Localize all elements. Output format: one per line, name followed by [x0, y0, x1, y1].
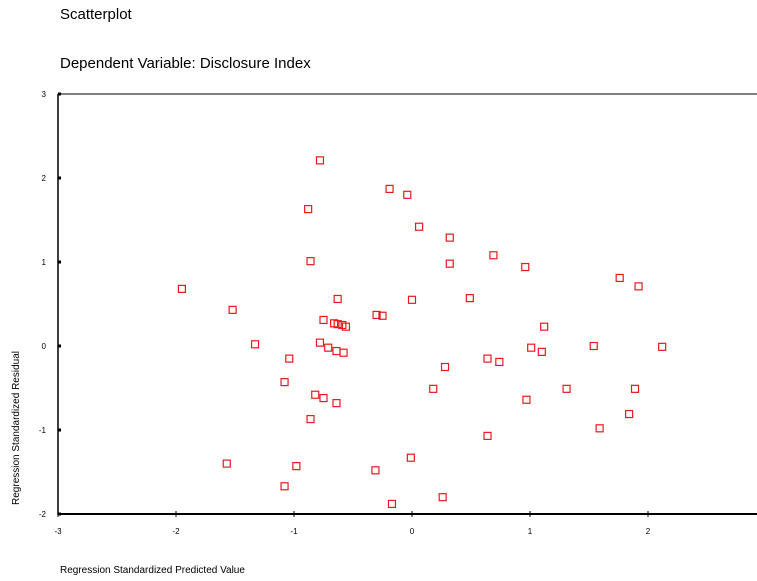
point: [635, 283, 642, 290]
point: [523, 396, 530, 403]
x-axis-label: Regression Standardized Predicted Value: [60, 565, 245, 576]
y-tick-mark: [58, 177, 61, 180]
chart-subtitle: Dependent Variable: Disclosure Index: [60, 55, 311, 72]
point: [522, 264, 529, 271]
point: [484, 355, 491, 362]
y-tick-label: -2: [39, 510, 47, 519]
x-tick-label: 1: [528, 527, 533, 536]
point: [442, 364, 449, 371]
point: [281, 483, 288, 490]
point: [404, 191, 411, 198]
point: [590, 343, 597, 350]
x-tick-label: -2: [172, 527, 180, 536]
y-tick-mark: [58, 261, 61, 264]
point: [484, 432, 491, 439]
point: [305, 206, 312, 213]
point: [632, 385, 639, 392]
point: [416, 223, 423, 230]
point: [281, 379, 288, 386]
point: [409, 296, 416, 303]
point: [340, 349, 347, 356]
point: [316, 339, 323, 346]
chart: Scatterplot Dependent Variable: Disclosu…: [0, 0, 757, 581]
y-tick-label: 3: [42, 90, 47, 99]
point: [388, 500, 395, 507]
x-tick-label: -3: [54, 527, 62, 536]
point: [616, 274, 623, 281]
point: [320, 395, 327, 402]
point: [659, 343, 666, 350]
point: [325, 344, 332, 351]
point: [490, 252, 497, 259]
point: [407, 454, 414, 461]
point: [372, 467, 379, 474]
point: [541, 323, 548, 330]
point: [333, 348, 340, 355]
point: [626, 411, 633, 418]
point: [333, 400, 340, 407]
point: [596, 425, 603, 432]
point: [334, 295, 341, 302]
point: [496, 358, 503, 365]
point: [563, 385, 570, 392]
y-tick-label: 1: [42, 258, 47, 267]
y-tick-mark: [58, 429, 61, 432]
point: [252, 341, 259, 348]
point: [178, 285, 185, 292]
x-tick-label: 0: [410, 527, 415, 536]
point: [439, 494, 446, 501]
y-tick-mark: [58, 345, 61, 348]
point: [538, 348, 545, 355]
y-tick-label: 2: [42, 174, 47, 183]
point: [316, 157, 323, 164]
point: [528, 344, 535, 351]
y-axis-label: Regression Standardized Residual: [11, 351, 22, 505]
point: [286, 355, 293, 362]
point: [320, 316, 327, 323]
x-tick-label: -1: [290, 527, 298, 536]
point: [307, 416, 314, 423]
point: [446, 260, 453, 267]
point: [307, 258, 314, 265]
point: [466, 295, 473, 302]
y-tick-label: -1: [39, 426, 47, 435]
point: [386, 185, 393, 192]
point: [229, 306, 236, 313]
y-tick-mark: [58, 93, 61, 96]
point: [223, 460, 230, 467]
point: [430, 385, 437, 392]
y-tick-label: 0: [42, 342, 47, 351]
x-tick-label: 2: [646, 527, 651, 536]
point: [446, 234, 453, 241]
point: [312, 391, 319, 398]
point: [293, 463, 300, 470]
chart-title: Scatterplot: [60, 6, 133, 23]
